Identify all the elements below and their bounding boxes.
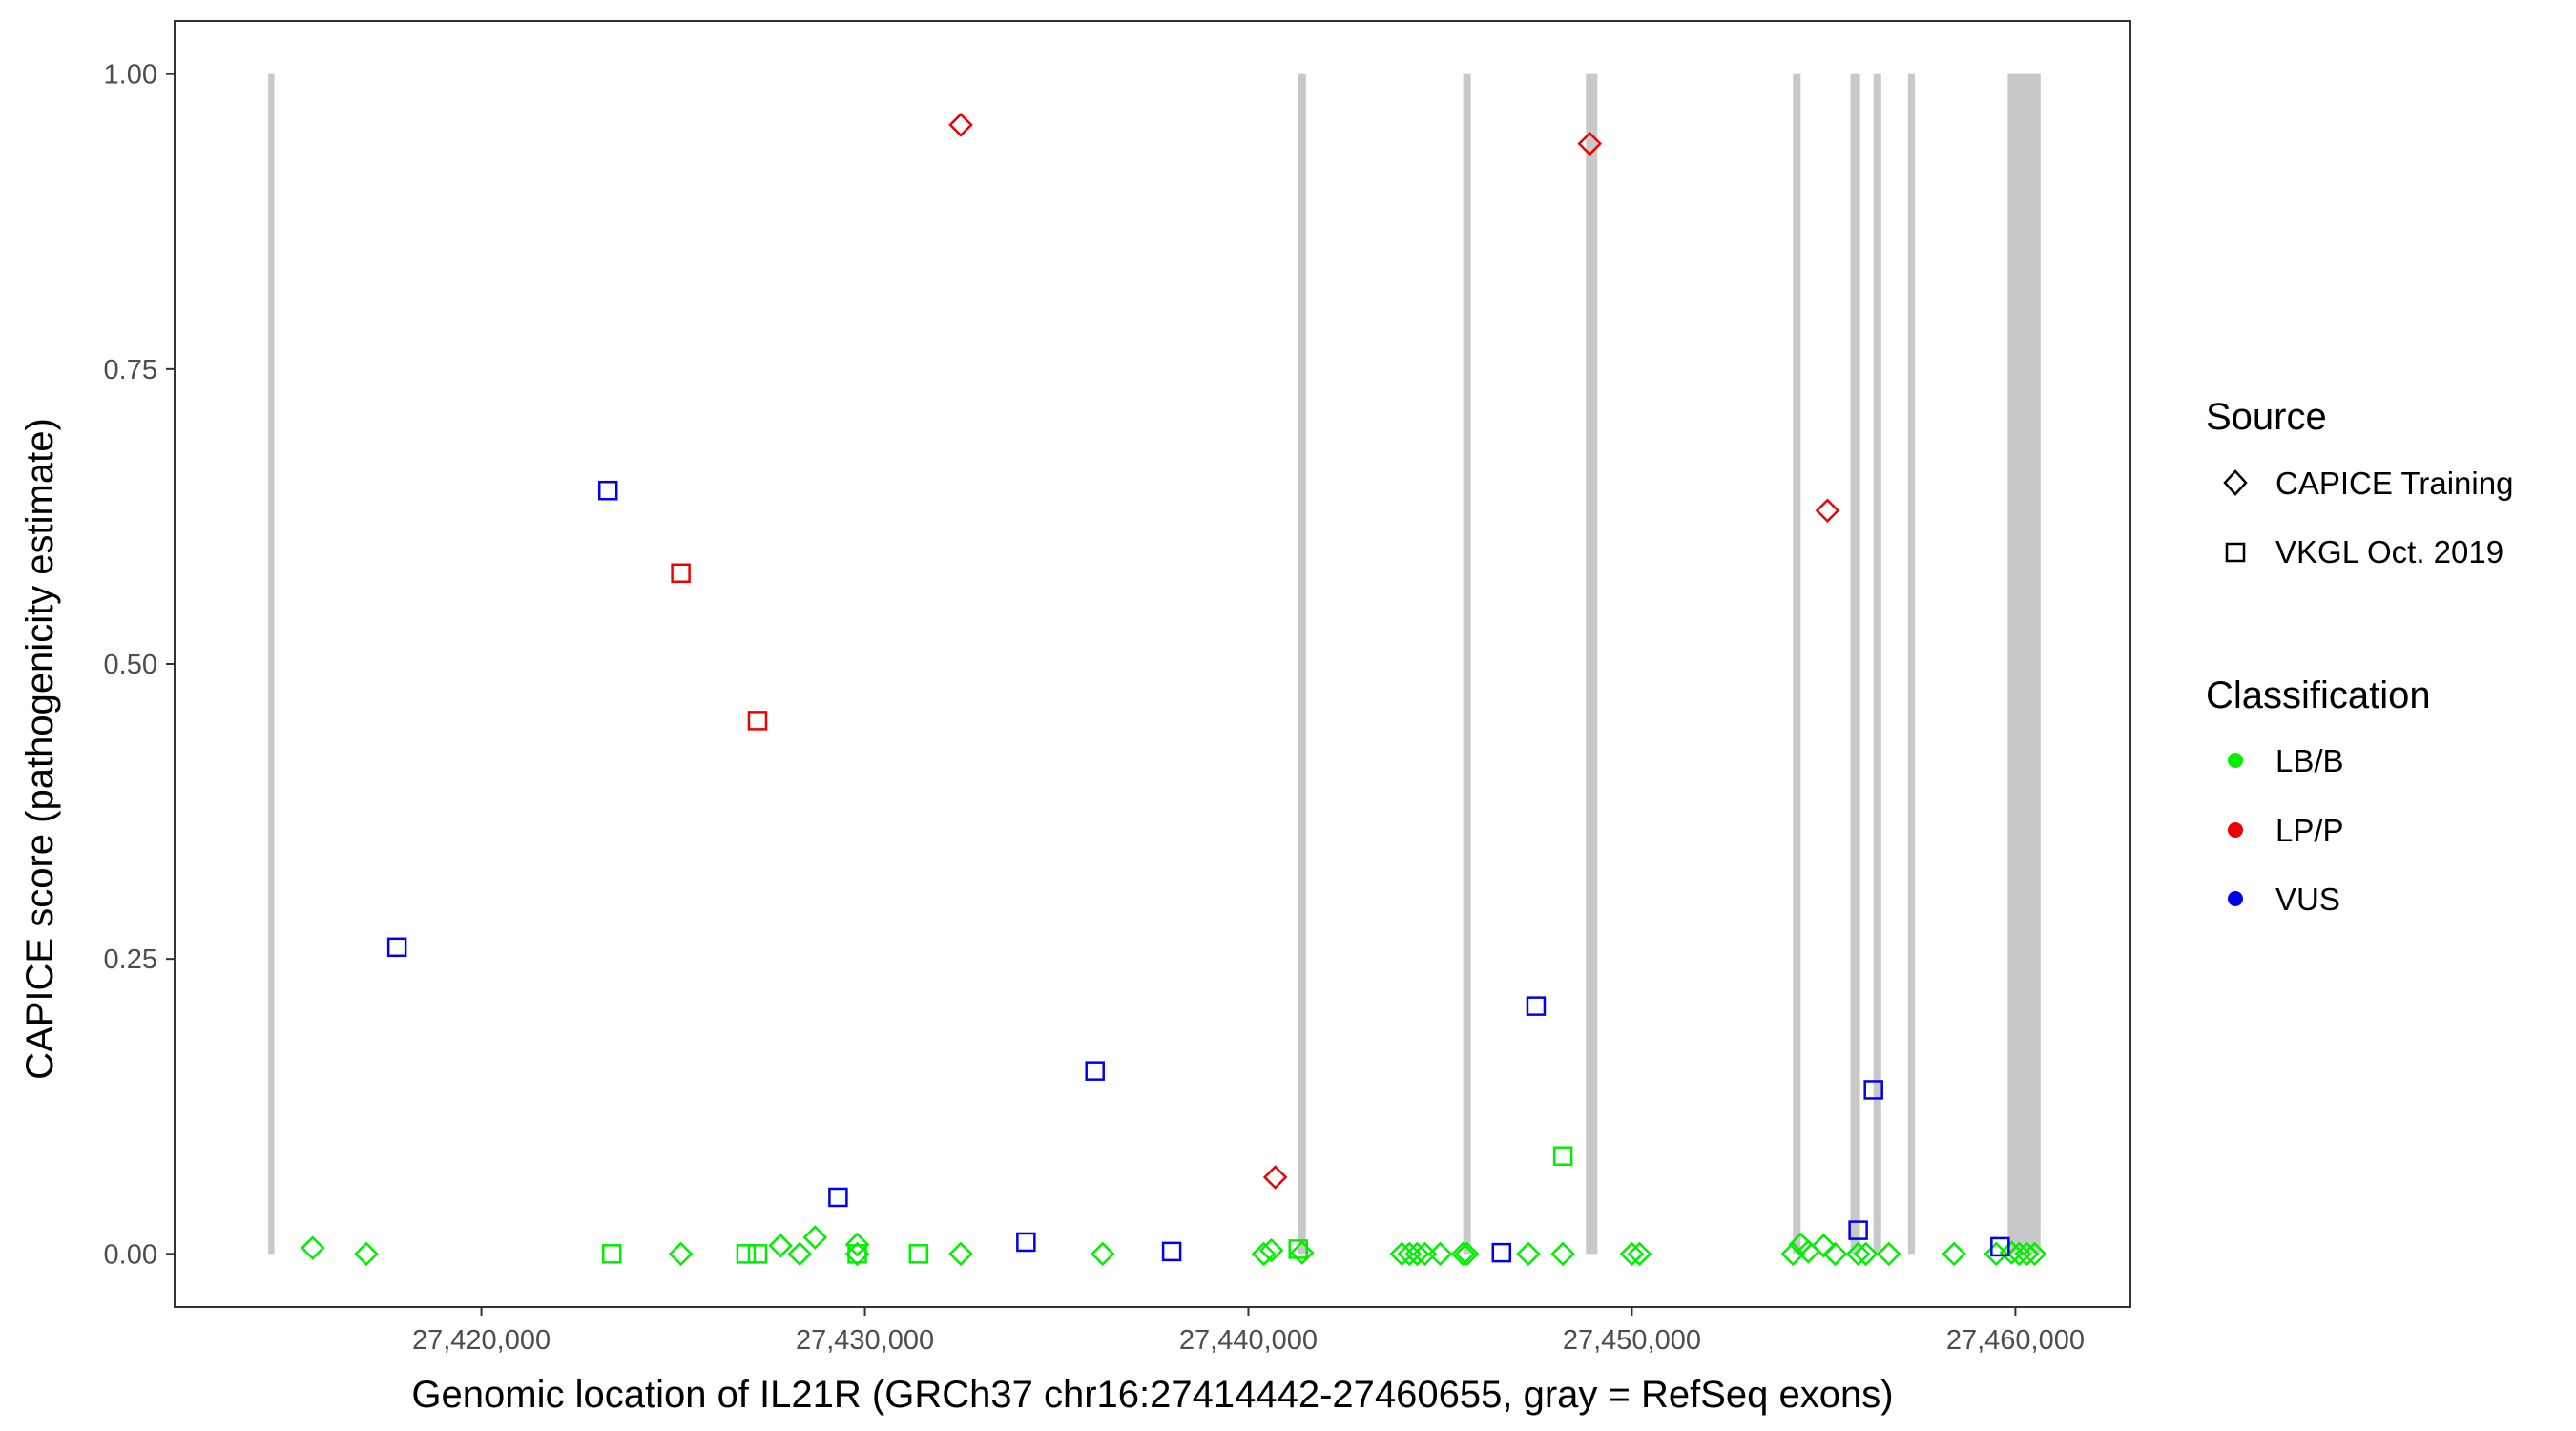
- data-point-diamond: [1427, 1241, 1453, 1267]
- data-point-square: [1863, 1080, 1883, 1100]
- data-point-square: [1990, 1236, 2010, 1257]
- data-point-square: [671, 563, 691, 584]
- legend-dot-icon: [2228, 753, 2243, 768]
- legend-label-vus: VUS: [2275, 881, 2340, 917]
- y-tick-label: 0.75: [104, 355, 157, 385]
- exon-band: [1463, 73, 1471, 1255]
- legend: Source CAPICE Training VKGL Oct. 2019 Cl…: [2206, 396, 2513, 917]
- exon-band: [1850, 73, 1860, 1255]
- data-point-diamond: [1942, 1241, 1966, 1267]
- data-point-square: [1085, 1061, 1105, 1081]
- x-tick-label: 27,440,000: [1179, 1325, 1318, 1356]
- data-point-diamond: [668, 1241, 694, 1267]
- data-point-diamond: [1577, 131, 1603, 156]
- legend-label-lpp: LP/P: [2275, 813, 2344, 848]
- data-point-diamond: [1404, 1241, 1430, 1267]
- data-point-diamond: [1090, 1241, 1115, 1267]
- x-axis: 27,420,000 27,430,000 27,440,000 27,450,000…: [412, 1307, 2085, 1356]
- data-point-diamond: [768, 1233, 793, 1258]
- exon-band: [268, 73, 275, 1255]
- data-point-square: [747, 711, 768, 731]
- data-point-diamond: [1811, 1233, 1837, 1258]
- data-point-diamond: [787, 1241, 812, 1267]
- exon-band: [1793, 73, 1801, 1255]
- data-point-diamond: [1627, 1241, 1652, 1267]
- exon-band: [1298, 73, 1306, 1255]
- exon-bands: [268, 73, 2041, 1255]
- legend-classification-title: Classification: [2206, 674, 2431, 716]
- data-point-square: [1161, 1241, 1182, 1262]
- data-point-diamond: [1845, 1241, 1871, 1267]
- data-point-diamond: [1853, 1241, 1879, 1267]
- data-point-square: [1288, 1239, 1308, 1259]
- data-point-diamond: [1258, 1237, 1284, 1263]
- data-point-diamond: [802, 1225, 828, 1250]
- data-point-diamond: [2022, 1241, 2047, 1267]
- data-point-diamond: [1289, 1240, 1315, 1265]
- exon-band: [1873, 73, 1881, 1255]
- data-point-square: [1526, 996, 1547, 1016]
- x-tick-label: 27,430,000: [796, 1325, 934, 1356]
- y-axis-title: CAPICE score (pathogenicity estimate): [19, 418, 61, 1080]
- data-point-square: [847, 1244, 867, 1264]
- legend-label-vkgl: VKGL Oct. 2019: [2275, 534, 2503, 570]
- data-point-square: [601, 1244, 622, 1264]
- y-tick-label: 1.00: [104, 60, 157, 91]
- data-point-square: [828, 1187, 848, 1208]
- legend-item-vus: VUS: [2228, 881, 2340, 917]
- data-point-square: [908, 1244, 929, 1264]
- x-tick-label: 27,460,000: [1946, 1325, 2085, 1356]
- data-point-diamond: [1550, 1241, 1575, 1267]
- data-point-diamond: [844, 1241, 870, 1267]
- data-point-diamond: [300, 1235, 325, 1260]
- data-point-square: [597, 480, 618, 501]
- data-point-diamond: [354, 1241, 379, 1267]
- data-point-diamond: [1251, 1241, 1277, 1267]
- x-tick-label: 27,450,000: [1563, 1325, 1701, 1356]
- legend-label-capice-training: CAPICE Training: [2275, 466, 2513, 501]
- data-point-diamond: [1450, 1241, 1476, 1267]
- data-point-square: [736, 1244, 757, 1264]
- data-point-square: [747, 1244, 768, 1264]
- data-point-square: [1491, 1242, 1512, 1263]
- legend-dot-icon: [2228, 891, 2243, 906]
- data-point-diamond: [1454, 1241, 1480, 1267]
- legend-item-vkgl: VKGL Oct. 2019: [2225, 534, 2503, 570]
- data-point-diamond: [1999, 1240, 2025, 1265]
- legend-item-capice-training: CAPICE Training: [2223, 466, 2513, 501]
- data-point-square: [1848, 1220, 1868, 1240]
- x-tick-label: 27,420,000: [412, 1325, 551, 1356]
- data-point-square: [1016, 1232, 1036, 1253]
- legend-dot-icon: [2228, 822, 2243, 838]
- data-point-diamond: [1876, 1241, 1901, 1267]
- data-point-diamond: [1822, 1241, 1848, 1267]
- y-tick-label: 0.00: [104, 1239, 157, 1270]
- legend-diamond-icon: [2223, 469, 2248, 496]
- data-point-diamond: [844, 1232, 870, 1257]
- data-point-diamond: [1516, 1241, 1541, 1267]
- data-points: [300, 113, 2047, 1267]
- y-tick-label: 0.50: [104, 650, 157, 680]
- y-tick-label: 0.25: [104, 944, 157, 975]
- data-point-diamond: [1619, 1241, 1645, 1267]
- data-point-diamond: [2014, 1241, 2040, 1267]
- exon-band: [2007, 73, 2041, 1255]
- exon-band: [1586, 73, 1598, 1255]
- x-axis-title: Genomic location of IL21R (GRCh37 chr16:…: [411, 1374, 1893, 1416]
- exon-band: [1907, 73, 1916, 1255]
- data-point-diamond: [948, 113, 973, 137]
- data-point-square: [386, 937, 407, 958]
- y-axis: 0.00 0.25 0.50 0.75 1.00: [104, 60, 175, 1270]
- legend-source-title: Source: [2206, 396, 2327, 438]
- legend-item-lpp: LP/P: [2228, 813, 2344, 848]
- data-point-square: [1552, 1146, 1573, 1166]
- data-point-diamond: [1815, 498, 1840, 523]
- legend-square-icon: [2225, 542, 2246, 563]
- legend-label-lbb: LB/B: [2275, 743, 2344, 778]
- data-point-diamond: [948, 1241, 973, 1267]
- data-point-diamond: [1262, 1165, 1288, 1190]
- legend-item-lbb: LB/B: [2228, 743, 2344, 778]
